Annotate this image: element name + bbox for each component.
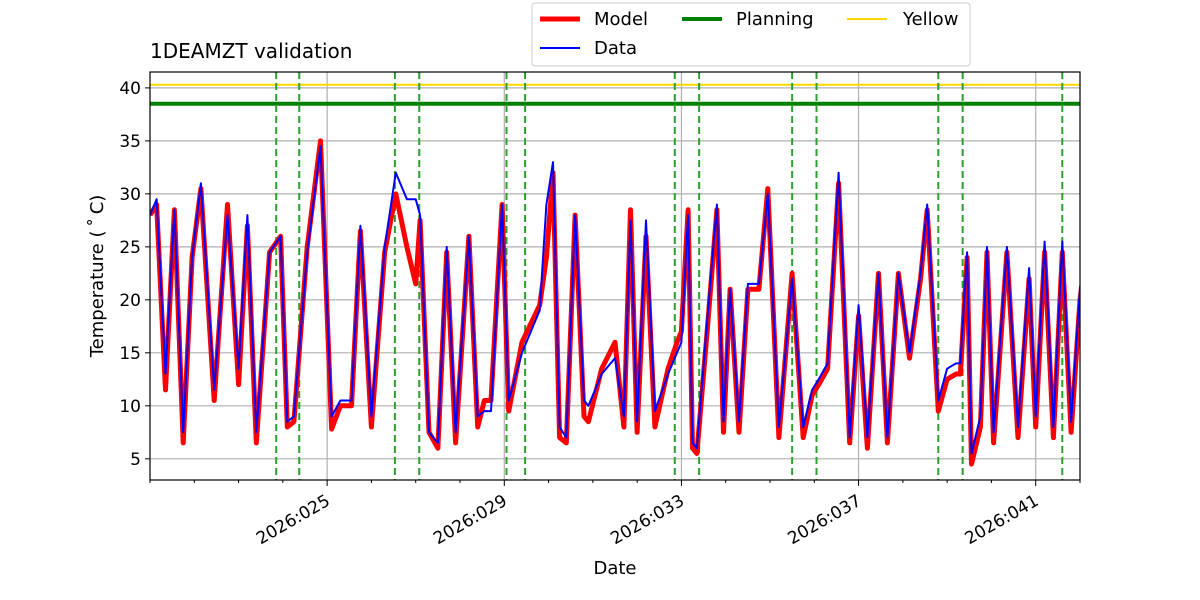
legend-label-model: Model [594,9,648,30]
chart-title: 1DEAMZT validation [150,39,352,63]
y-tick-label: 25 [119,238,141,258]
legend-label-data: Data [594,38,637,59]
y-tick-label: 40 [119,79,141,99]
plot-frame [149,71,1081,481]
y-tick-label: 5 [130,450,141,470]
series-line-data [150,145,1080,455]
y-tick-label: 15 [119,344,141,364]
y-axis-label: Temperature ( ˚ C) [87,195,108,359]
legend-label-yellow: Yellow [902,9,958,30]
x-axis-label: Date [593,558,636,579]
series-layer [150,138,1080,467]
y-tick-label: 35 [119,132,141,152]
limit-layer [150,83,1080,106]
x-tick-label: 2026:041 [962,491,1043,549]
event-layer [275,72,1064,480]
x-tick-label: 2026:033 [607,491,688,549]
legend-label-planning: Planning [736,9,814,30]
legend: Model Planning Yellow Data [531,2,971,67]
x-tick-label: 2026:029 [430,491,511,549]
y-tick-label: 30 [119,185,141,205]
y-tick-label: 20 [119,291,141,311]
x-tick-label: 2026:025 [253,491,334,549]
y-tick-label: 10 [119,397,141,417]
x-tick-label: 2026:037 [785,491,866,549]
